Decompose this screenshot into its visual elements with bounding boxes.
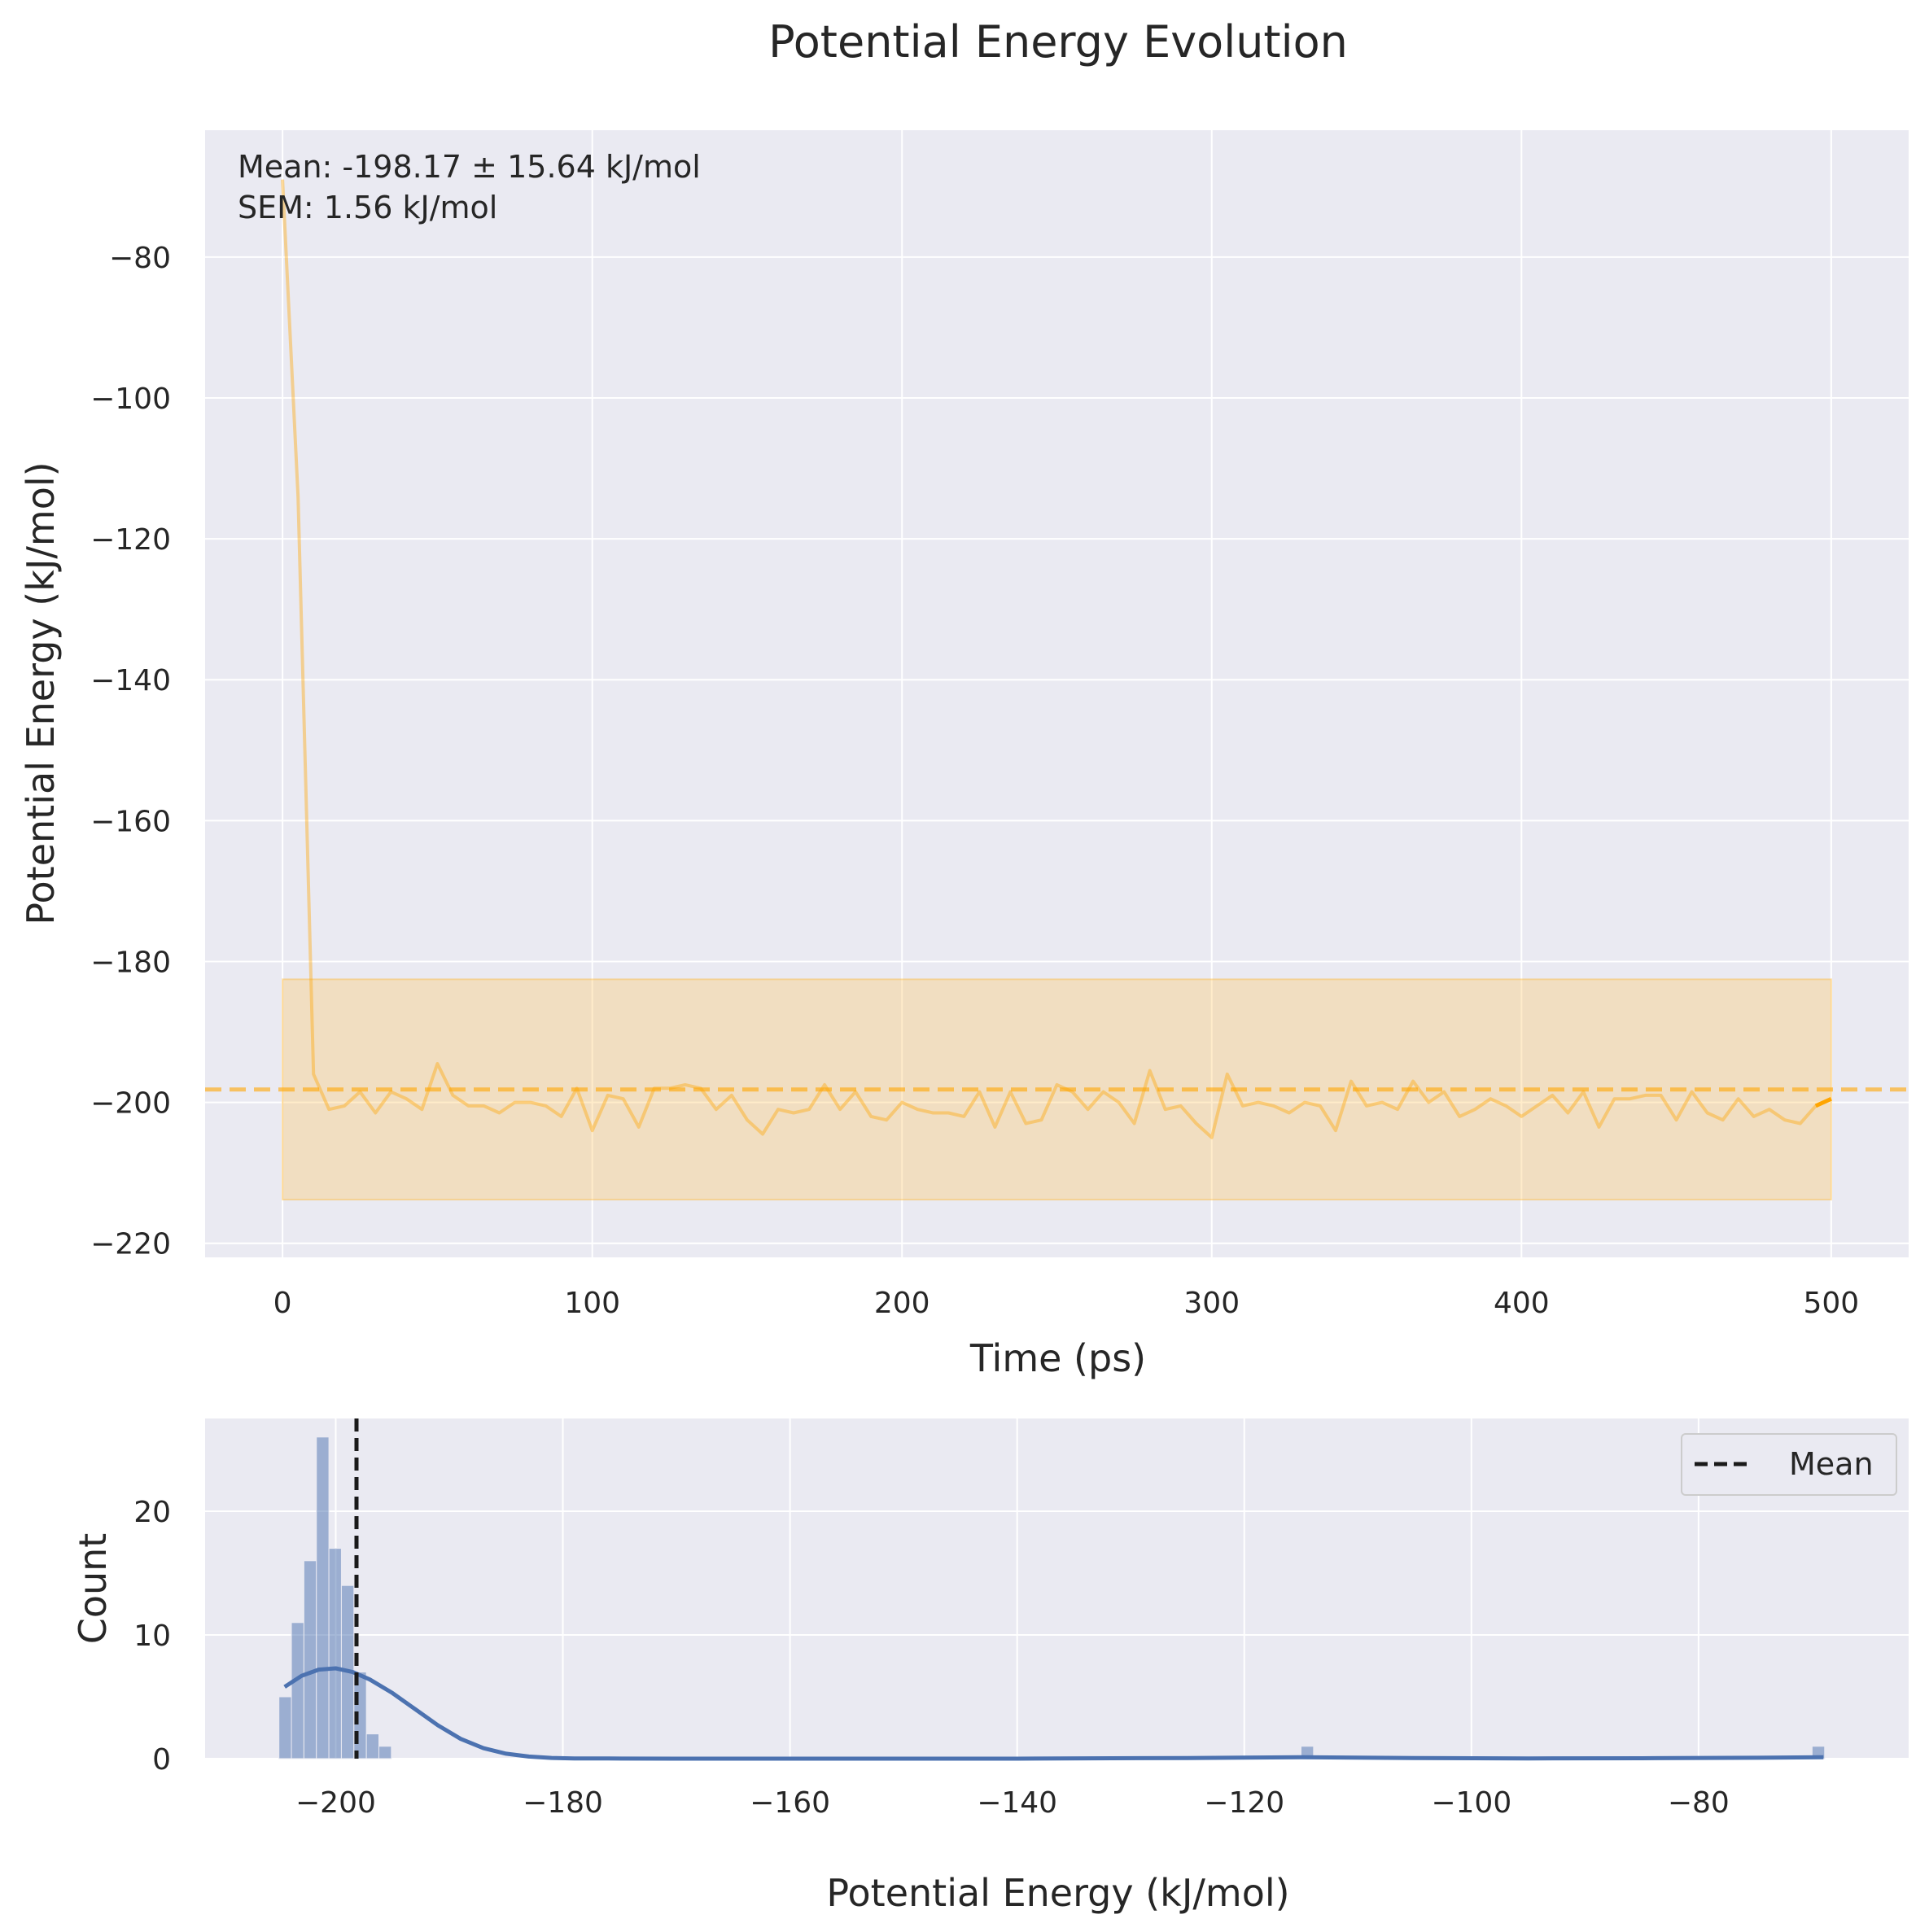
top-y-tick-label: −200: [90, 1087, 171, 1121]
top-x-tick-label: 0: [273, 1287, 292, 1320]
energy-line: [281, 179, 1832, 1139]
top-x-ticks: 0 100 200 300 400 500: [273, 1287, 1860, 1320]
figure-title: Potential Energy Evolution: [768, 16, 1348, 68]
histogram-bar: [316, 1436, 330, 1759]
histogram-bars: [278, 1436, 1826, 1759]
legend-box: [1681, 1433, 1897, 1496]
top-y-tick-label: −120: [90, 523, 171, 557]
bottom-y-tick-label: 10: [133, 1619, 171, 1653]
bottom-x-tick-label: −200: [295, 1786, 376, 1820]
bottom-histogram-panel: −200 −180 −160 −140 −120 −100 −80 0 10 20 Mean P…: [71, 1418, 1909, 1915]
bottom-x-tick-label: −120: [1204, 1786, 1284, 1820]
histogram-bar: [365, 1733, 379, 1759]
top-x-tick-label: 400: [1494, 1287, 1550, 1320]
top-x-tick-label: 200: [874, 1287, 930, 1320]
bottom-plot-area: [205, 1418, 1909, 1759]
top-y-tick-label: −80: [109, 242, 171, 275]
bottom-x-tick-label: −180: [523, 1786, 603, 1820]
energy-line-endpoint: [1814, 1096, 1832, 1108]
legend-mean-label: Mean: [1789, 1446, 1874, 1482]
bottom-y-tick-label: 0: [152, 1743, 171, 1777]
bottom-x-axis-label: Potential Energy (kJ/mol): [826, 1871, 1289, 1915]
top-y-tick-label: −220: [90, 1228, 171, 1261]
top-x-tick-label: 300: [1183, 1287, 1240, 1320]
bottom-y-tick-label: 20: [133, 1496, 171, 1529]
top-line-chart-panel: 0 100 200 300 400 500 −80 −100 −120 −140 −160 −180…: [19, 130, 1909, 1380]
histogram-bar: [378, 1746, 392, 1759]
top-x-tick-label: 500: [1804, 1287, 1860, 1320]
top-grid: [205, 130, 1909, 1257]
bottom-x-tick-label: −80: [1668, 1786, 1730, 1820]
top-x-tick-label: 100: [564, 1287, 620, 1320]
mean-annotation: Mean: -198.17 ± 15.64 kJ/mol: [238, 149, 701, 185]
top-y-tick-label: −160: [90, 805, 171, 838]
histogram-bar: [278, 1696, 292, 1759]
bottom-y-axis-label: Count: [71, 1533, 115, 1645]
bottom-x-ticks: −200 −180 −160 −140 −120 −100 −80: [295, 1786, 1730, 1820]
energy-series: [281, 179, 1832, 1139]
bottom-x-tick-label: −100: [1431, 1786, 1511, 1820]
bottom-x-tick-label: −160: [750, 1786, 830, 1820]
top-x-axis-label: Time (ps): [969, 1336, 1146, 1380]
bottom-x-tick-label: −140: [977, 1786, 1057, 1820]
top-y-ticks: −80 −100 −120 −140 −160 −180 −200 −220: [90, 242, 171, 1261]
bottom-y-ticks: 0 10 20: [133, 1496, 171, 1777]
histogram-bar: [328, 1548, 342, 1759]
sem-annotation: SEM: 1.56 kJ/mol: [238, 190, 497, 225]
top-y-tick-label: −140: [90, 664, 171, 697]
top-plot-area: [205, 130, 1909, 1257]
legend: Mean: [1681, 1433, 1897, 1496]
histogram-bar: [303, 1560, 317, 1759]
histogram-bar: [291, 1622, 304, 1759]
top-y-tick-label: −100: [90, 382, 171, 416]
top-y-axis-label: Potential Energy (kJ/mol): [19, 461, 63, 924]
top-y-tick-label: −180: [90, 946, 171, 979]
